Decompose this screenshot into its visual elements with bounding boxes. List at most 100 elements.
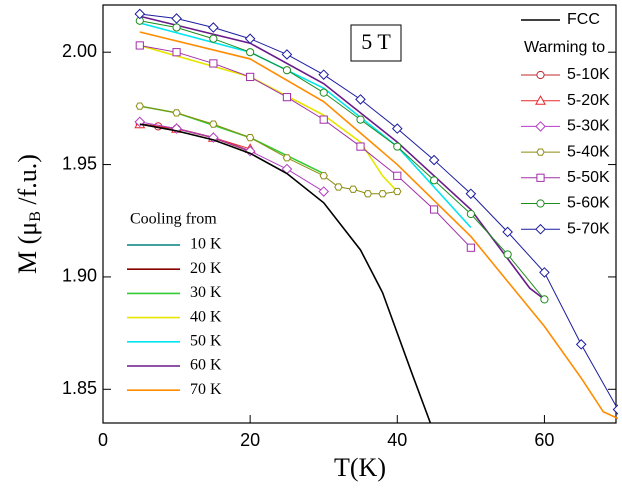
legend-label: 5-50K — [567, 169, 610, 186]
marker — [356, 142, 365, 151]
marker — [429, 176, 439, 185]
marker — [536, 173, 545, 182]
marker — [540, 295, 549, 304]
marker — [348, 185, 358, 193]
x-tick-label: 20 — [240, 430, 260, 450]
marker — [282, 154, 292, 162]
marker — [245, 133, 255, 142]
series-line — [139, 20, 545, 300]
marker — [319, 115, 328, 124]
marker — [172, 23, 181, 32]
y-label-sub: B — [27, 211, 44, 222]
series-line — [139, 121, 324, 192]
legend-label: 20 K — [190, 260, 222, 277]
legend-label: 5-70K — [567, 220, 610, 237]
marker — [612, 404, 618, 415]
marker — [318, 186, 330, 197]
x-tick-label: 0 — [98, 430, 108, 450]
marker — [356, 115, 365, 124]
marker — [575, 339, 587, 350]
marker — [334, 183, 343, 191]
marker — [535, 223, 546, 235]
marker — [536, 70, 545, 80]
marker — [466, 243, 475, 252]
marker — [281, 49, 293, 60]
marker — [246, 48, 255, 57]
marker — [363, 190, 373, 198]
marker — [429, 205, 439, 214]
marker — [282, 66, 292, 75]
marker — [535, 95, 546, 105]
series-line — [139, 44, 472, 249]
marker — [428, 154, 440, 166]
y-label-part: /f.u.) — [13, 154, 42, 211]
marker — [172, 48, 181, 57]
marker — [536, 148, 545, 156]
marker — [378, 190, 387, 198]
marker — [536, 199, 545, 208]
marker — [244, 145, 256, 157]
series-line — [139, 13, 618, 410]
marker — [246, 72, 255, 82]
marker — [535, 121, 546, 132]
legend-label: 50 K — [190, 332, 222, 349]
marker — [209, 34, 218, 43]
legend-label: 5-60K — [567, 195, 610, 212]
marker — [318, 69, 330, 80]
legend-label: 30 K — [190, 284, 222, 301]
legend-label: 5-30K — [567, 118, 610, 135]
marker — [355, 94, 366, 105]
x-axis-label: T(K) — [334, 453, 386, 482]
marker — [282, 93, 292, 102]
legend-label: 5-40K — [567, 143, 610, 160]
legend-label: 10 K — [190, 236, 222, 253]
series-line — [139, 31, 618, 420]
marker — [172, 109, 181, 117]
marker — [135, 41, 144, 50]
series-line — [139, 123, 432, 423]
plot-area — [134, 8, 618, 423]
marker — [135, 102, 144, 110]
y-tick-label: 2.00 — [62, 41, 97, 61]
marker — [319, 172, 328, 180]
marker — [502, 226, 513, 238]
legend-label: FCC — [567, 11, 600, 28]
y-tick-label: 1.90 — [62, 266, 97, 286]
legend-title: Cooling from — [130, 211, 217, 228]
legend-label: 40 K — [190, 308, 222, 325]
marker — [393, 142, 402, 151]
axes: 0 20 40 60 1.85 1.90 1.95 2.00 — [62, 41, 616, 450]
x-tick-label: 40 — [387, 430, 407, 450]
marker — [466, 209, 475, 219]
marker — [465, 188, 477, 200]
series-line — [139, 44, 398, 193]
plot-frame — [102, 4, 617, 424]
legend: 10 K 20 K 30 K 40 K 50 K 60 K 70 K 5-10K 5-20K 5-… — [127, 11, 610, 398]
legend-label: 5-20K — [567, 92, 610, 109]
y-tick-label: 1.95 — [62, 153, 97, 173]
series-line — [139, 22, 472, 229]
legend-title: Warming to — [524, 39, 605, 56]
y-tick-label: 1.85 — [62, 378, 97, 398]
marker — [209, 59, 218, 68]
marker — [208, 22, 219, 33]
annotation-box — [350, 24, 402, 62]
x-tick-label: 60 — [534, 430, 554, 450]
y-label-part: M (μ — [13, 222, 42, 274]
legend-label: 5-10K — [567, 66, 610, 83]
legend-label: 60 K — [190, 357, 222, 374]
marker — [539, 267, 550, 278]
marker — [134, 8, 146, 20]
annotation: 5 T — [361, 29, 391, 54]
marker — [319, 88, 328, 97]
series-line — [139, 15, 545, 301]
marker — [171, 13, 182, 24]
y-axis-label: M (μB /f.u.) — [13, 154, 44, 274]
marker — [244, 33, 256, 45]
series-line — [139, 105, 325, 175]
legend-label: 70 K — [190, 381, 222, 398]
marker — [391, 123, 403, 134]
marker — [209, 120, 218, 128]
marker — [393, 171, 402, 180]
